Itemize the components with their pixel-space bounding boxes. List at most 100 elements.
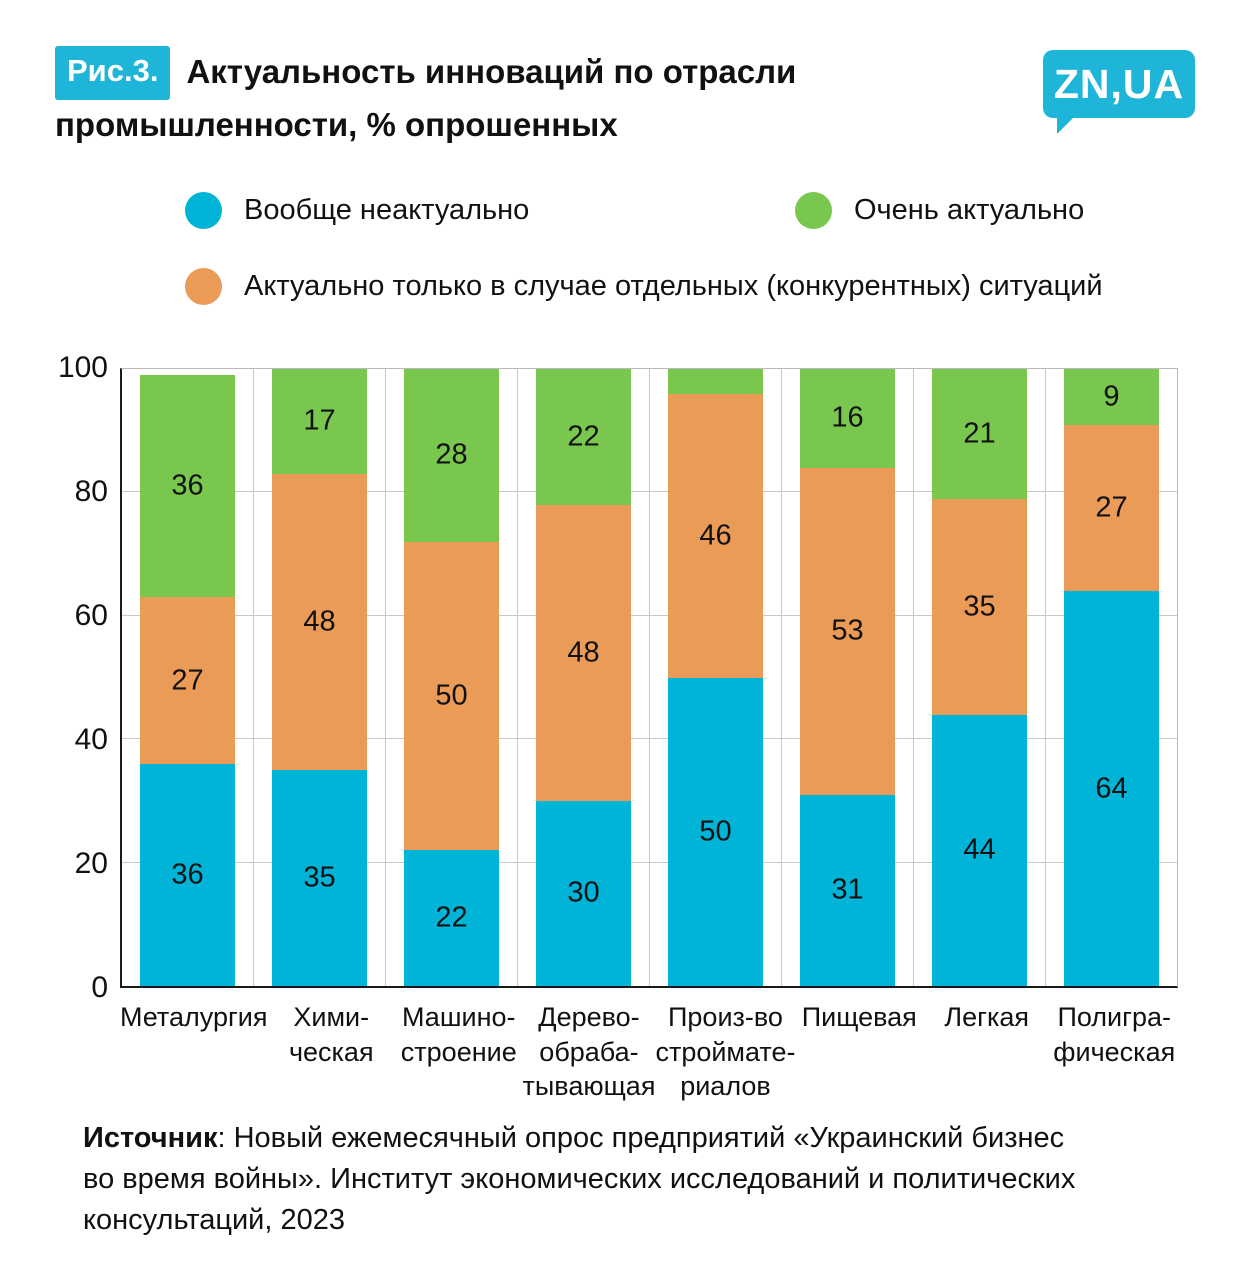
category-slot: 22 50 28 [386, 369, 518, 986]
stacked-bar: 31 53 16 [800, 369, 895, 986]
bar-value-label: 48 [303, 605, 336, 638]
x-category-label: Произ-во строймате- риалов [655, 1002, 796, 1102]
y-axis: 0 20 40 60 80 100 [20, 351, 108, 1004]
bar-segment: 44 [932, 714, 1027, 986]
gridline [122, 861, 1177, 863]
stacked-bar: 35 48 17 [272, 369, 367, 986]
bar-value-label: 53 [831, 614, 864, 647]
bar-segment: 16 [800, 369, 895, 468]
bar-value-label: 35 [963, 590, 996, 623]
bar-segment: 17 [272, 369, 367, 474]
bar-segment [668, 369, 763, 394]
stacked-bar: 30 48 22 [536, 369, 631, 986]
bar-segment: 22 [536, 369, 631, 505]
legend-dot-cyan [185, 192, 222, 229]
bar-value-label: 31 [831, 873, 864, 906]
stacked-bar: 22 50 28 [404, 369, 499, 986]
bar-value-label: 35 [303, 861, 336, 894]
y-tick-label: 40 [74, 723, 108, 756]
category-slot: 30 48 22 [518, 369, 650, 986]
y-tick-label: 80 [74, 475, 108, 508]
bar-segment: 35 [272, 770, 367, 986]
bar-segment: 30 [536, 800, 631, 986]
bar-segment: 35 [932, 498, 1027, 715]
bar-segment: 22 [404, 850, 499, 986]
legend-label: Актуально только в случае отдельных (кон… [244, 270, 1103, 302]
legend-dot-green [795, 192, 832, 229]
bar-value-label: 22 [567, 420, 600, 453]
category-slot: 35 48 17 [254, 369, 386, 986]
x-category-label: Машино- строение [400, 1002, 517, 1067]
figure-header: Рис.3. Актуальность инноваций по отрасли … [55, 46, 975, 149]
bar-segment: 9 [1064, 369, 1159, 425]
y-tick-label: 20 [74, 847, 108, 880]
bar-segment: 28 [404, 369, 499, 542]
bar-value-label: 36 [171, 858, 204, 891]
category-slot: 50 46 [650, 369, 782, 986]
bar-segment: 50 [404, 541, 499, 851]
bar-value-label: 30 [567, 876, 600, 909]
x-category-label: Металургия [120, 1002, 268, 1032]
bar-segment: 46 [668, 393, 763, 678]
x-category-label: Легкая [944, 1002, 1030, 1032]
x-axis: Металургия Хими- ческая Машино- строение Де… [120, 1000, 1178, 1104]
source-label: Источник [83, 1122, 218, 1154]
bar-value-label: 46 [699, 519, 732, 552]
legend-item-very-relevant: Очень актуально [795, 192, 1084, 229]
bar-segment: 36 [140, 375, 235, 598]
bar-value-label: 28 [435, 438, 468, 471]
category-slot: 44 35 21 [914, 369, 1046, 986]
x-category-label: Хими- ческая [288, 1002, 374, 1067]
plot-area: 36 27 36 35 48 17 22 50 28 30 48 22 50 46 31 53 16 44 35 21… [120, 368, 1178, 988]
gridline [122, 614, 1177, 616]
bar-value-label: 21 [963, 417, 996, 450]
legend-dot-orange [185, 268, 222, 305]
stacked-bar: 50 46 [668, 369, 763, 986]
legend-item-situational: Актуально только в случае отдельных (кон… [185, 268, 1103, 305]
bar-segment: 27 [140, 597, 235, 764]
y-tick-label: 100 [57, 351, 108, 384]
source-note: Источник: Новый ежемесячный опрос предпр… [83, 1118, 1083, 1242]
bar-value-label: 50 [435, 679, 468, 712]
y-tick-label: 0 [91, 971, 108, 1004]
source-text: : Новый ежемесячный опрос предприятий «У… [83, 1122, 1076, 1237]
figure-title-line1: Актуальность инноваций по отрасли [186, 53, 797, 90]
bar-value-label: 64 [1095, 772, 1128, 805]
bar-slots: 36 27 36 35 48 17 22 50 28 30 48 22 50 46 31 53 16 44 35 21… [122, 369, 1177, 986]
y-tick-label: 60 [74, 599, 108, 632]
bar-value-label: 50 [699, 815, 732, 848]
bar-segment: 48 [272, 473, 367, 771]
bar-value-label: 16 [831, 401, 864, 434]
bar-segment: 53 [800, 467, 895, 795]
bar-value-label: 48 [567, 636, 600, 669]
bar-value-label: 9 [1103, 380, 1120, 413]
x-category-label: Пищевая [801, 1002, 917, 1032]
figure-title-line2: промышленности, % опрошенных [55, 105, 618, 143]
legend-item-not-relevant: Вообще неактуально [185, 192, 529, 229]
bar-value-label: 17 [303, 404, 336, 437]
category-slot: 31 53 16 [782, 369, 914, 986]
category-slot: 36 27 36 [122, 369, 254, 986]
bar-segment: 48 [536, 504, 631, 801]
bar-segment: 50 [668, 677, 763, 986]
gridline [122, 738, 1177, 740]
bar-segment: 31 [800, 794, 895, 986]
bar-value-label: 27 [171, 664, 204, 697]
x-category-label: Полигра- фическая [1053, 1002, 1176, 1067]
bar-value-label: 36 [171, 469, 204, 502]
category-slot: 64 27 9 [1046, 369, 1177, 986]
bar-segment: 27 [1064, 424, 1159, 592]
figure-number-tag: Рис.3. [55, 46, 171, 100]
stacked-bar: 64 27 9 [1064, 369, 1159, 986]
legend-label: Вообще неактуально [244, 194, 530, 226]
gridline [122, 491, 1177, 493]
bar-segment: 21 [932, 369, 1027, 499]
stacked-bar: 36 27 36 [140, 369, 235, 986]
bar-value-label: 22 [435, 901, 468, 934]
legend-label: Очень актуально [854, 194, 1085, 226]
x-category-label: Дерево- обраба- тывающая [522, 1002, 656, 1102]
stacked-bar: 44 35 21 [932, 369, 1027, 986]
bar-segment: 64 [1064, 591, 1159, 986]
bar-value-label: 27 [1095, 491, 1128, 524]
